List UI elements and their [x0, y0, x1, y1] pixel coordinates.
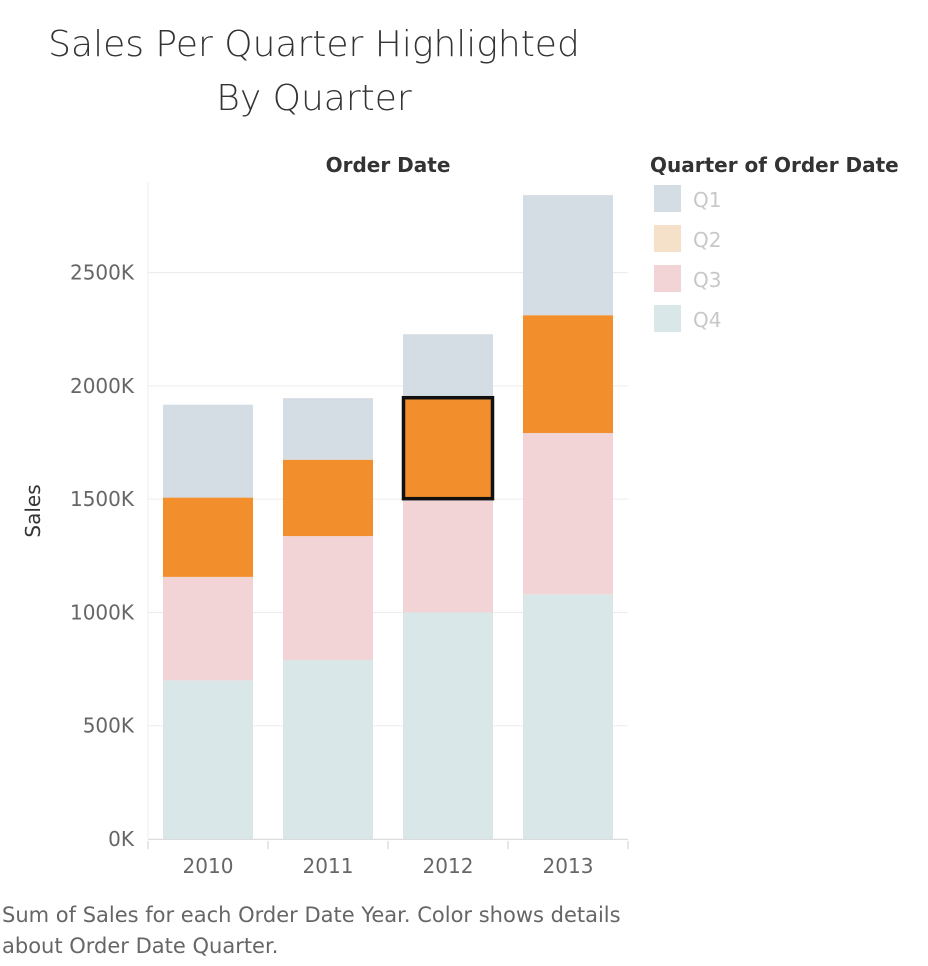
bar-segment-q4-2013[interactable] — [523, 594, 613, 839]
bar-segment-q4-2011[interactable] — [283, 660, 373, 839]
column-header: Order Date — [326, 153, 451, 177]
bar-segment-q2-2011[interactable] — [283, 459, 373, 537]
y-axis-title: Sales — [21, 484, 45, 537]
bar-segment-q3-2013[interactable] — [523, 433, 613, 595]
legend-label-q2[interactable]: Q2 — [693, 228, 721, 252]
chart-caption: Sum of Sales for each Order Date Year. C… — [2, 903, 621, 958]
bar-segment-q3-2010[interactable] — [163, 576, 253, 681]
bar-segment-q2-2012[interactable] — [403, 397, 493, 500]
legend-swatch-q1[interactable] — [654, 185, 681, 212]
y-tick-label: 2000K — [70, 374, 135, 398]
legend-swatch-q2[interactable] — [654, 225, 681, 252]
x-tick-label: 2011 — [303, 854, 354, 878]
y-tick-label: 1500K — [70, 487, 135, 511]
legend-swatch-q4[interactable] — [654, 305, 681, 332]
legend-label-q1[interactable]: Q1 — [693, 188, 721, 212]
bar-segment-q1-2012[interactable] — [403, 334, 493, 398]
bar-segment-q1-2011[interactable] — [283, 398, 373, 460]
selected-segment-outline — [401, 395, 495, 501]
y-tick-label: 2500K — [70, 261, 135, 285]
bar-segment-q2-2013[interactable] — [523, 315, 613, 434]
legend-swatch-q3[interactable] — [654, 265, 681, 292]
y-tick-label: 1000K — [70, 600, 135, 624]
bar-segment-q4-2012[interactable] — [403, 612, 493, 839]
x-tick-label: 2010 — [183, 854, 234, 878]
bar-segment-q3-2011[interactable] — [283, 536, 373, 661]
bar-segment-q2-2010[interactable] — [163, 497, 253, 577]
y-tick-label: 500K — [83, 714, 135, 738]
bar-segment-q1-2013[interactable] — [523, 195, 613, 316]
bar-segment-q3-2012[interactable] — [403, 499, 493, 613]
x-tick-label: 2012 — [423, 854, 474, 878]
legend-label-q3[interactable]: Q3 — [693, 268, 721, 292]
y-tick-label: 0K — [108, 827, 135, 851]
bar-segment-q1-2010[interactable] — [163, 404, 253, 498]
legend-title: Quarter of Order Date — [650, 153, 899, 177]
bar-segment-q4-2010[interactable] — [163, 680, 253, 839]
chart-title: Sales Per Quarter Highlighted By Quarter — [48, 24, 580, 119]
x-tick-label: 2013 — [543, 854, 594, 878]
stacked-bar-chart: Order Date Sales 0K 500K 1000K 1500K 2000K 2500… — [21, 153, 899, 878]
legend-label-q4[interactable]: Q4 — [693, 308, 721, 332]
